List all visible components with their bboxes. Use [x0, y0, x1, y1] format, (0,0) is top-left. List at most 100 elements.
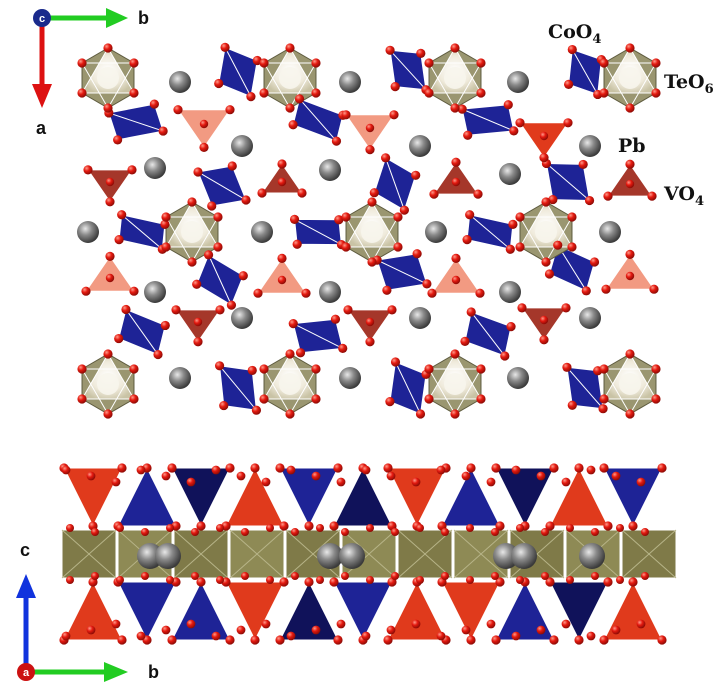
oxygen-atom — [236, 471, 246, 481]
oxygen-atom — [333, 635, 343, 645]
oxygen-atom — [647, 191, 657, 201]
pb-atom — [155, 543, 181, 569]
oxygen-atom — [393, 212, 403, 222]
oxygen-atom — [636, 619, 646, 629]
c-axis-origin-icon — [33, 9, 51, 27]
tetrahedron-edge — [546, 163, 590, 201]
side-tetrahedron — [441, 466, 501, 527]
side-tetrahedron-face — [441, 466, 501, 527]
oxygen-atom — [506, 322, 516, 332]
side-tetrahedron-face — [117, 581, 177, 642]
teo6-octahedron — [428, 353, 482, 415]
oxygen-atom — [365, 123, 375, 133]
oxygen-atom — [611, 625, 621, 635]
oxygen-atom — [611, 471, 621, 481]
oxygen-atom — [383, 635, 393, 645]
oxygen-atom — [257, 188, 267, 198]
oxygen-atom — [391, 528, 399, 536]
oxygen-atom — [541, 572, 549, 580]
oxygen-atom — [279, 521, 289, 531]
oxygen-atom — [341, 110, 351, 120]
pb-atom — [319, 281, 341, 303]
oxygen-atom — [129, 286, 139, 296]
coo4-tetrahedron — [118, 308, 166, 356]
vo4-face — [257, 257, 307, 294]
oxygen-atom — [475, 288, 485, 298]
oxygen-atom — [336, 619, 346, 629]
oxygen-atom — [186, 619, 196, 629]
oxygen-atom — [389, 110, 399, 120]
oxygen-atom — [173, 105, 183, 115]
oxygen-atom — [141, 572, 149, 580]
teo6-octahedron — [263, 47, 317, 109]
oxygen-atom — [424, 58, 434, 68]
side-view-atoms — [59, 463, 667, 645]
oxygen-atom — [161, 471, 171, 481]
oxygen-atom — [411, 619, 421, 629]
teo6-edge — [81, 62, 135, 110]
oxygen-atom — [191, 528, 199, 536]
oxygen-atom — [382, 285, 392, 295]
oxygen-atom — [566, 576, 574, 584]
oxygen-atom — [651, 364, 661, 374]
oxygen-atom — [171, 305, 181, 315]
oxygen-atom — [451, 253, 461, 263]
oxygen-atom — [285, 103, 295, 113]
pb-atom — [493, 543, 519, 569]
oxygen-atom — [462, 235, 472, 245]
pb-atom — [425, 221, 447, 243]
oxygen-atom — [304, 577, 314, 587]
a-axis-arrowhead-icon — [32, 84, 52, 108]
oxygen-atom — [589, 257, 600, 267]
oxygen-atom — [191, 572, 199, 580]
oxygen-atom — [259, 58, 269, 68]
vo4-tetrahedron — [85, 255, 135, 292]
oxygen-atom — [275, 635, 285, 645]
oxygen-atom — [385, 45, 395, 55]
oxygen-atom — [603, 191, 613, 201]
legend-label-pb: Pb — [618, 135, 646, 157]
legend-label-vo4: VO4 — [663, 183, 704, 209]
pb-atom — [579, 543, 605, 569]
coo4-tetrahedron — [293, 218, 343, 246]
oxygen-atom — [393, 242, 403, 252]
oxygen-atom — [581, 286, 591, 296]
oxygen-atom — [450, 103, 460, 113]
oxygen-atom — [253, 288, 263, 298]
side-c-axis-arrowhead-icon — [16, 574, 36, 598]
oxygen-atom — [616, 576, 624, 584]
oxygen-atom — [288, 120, 298, 130]
oxygen-atom — [77, 58, 87, 68]
oxygen-atom — [599, 88, 609, 98]
oxygen-atom — [141, 528, 149, 536]
oxygen-atom — [241, 528, 249, 536]
oxygen-atom — [259, 88, 269, 98]
oxygen-atom — [411, 477, 421, 487]
pb-atom — [144, 281, 166, 303]
oxygen-atom — [291, 572, 299, 580]
side-tetrahedron — [117, 466, 177, 527]
coo4-tetrahedron — [292, 318, 344, 354]
pb-atom — [579, 135, 601, 157]
oxygen-atom — [279, 577, 289, 587]
oxygen-atom — [91, 528, 99, 536]
oxygen-atom — [383, 463, 393, 473]
oxygen-atom — [636, 477, 646, 487]
pb-atom — [339, 543, 365, 569]
te-atom — [535, 221, 557, 243]
vo4-tetrahedron — [257, 257, 307, 294]
oxygen-atom — [544, 269, 555, 279]
oxygen-atom — [461, 625, 471, 635]
pb-atom — [137, 543, 163, 569]
oxygen-atom — [117, 635, 127, 645]
oxygen-atom — [311, 471, 321, 481]
oxygen-atom — [641, 572, 649, 580]
teo6-edge — [285, 529, 341, 579]
side-tetrahedron — [279, 467, 339, 528]
tetrahedron-edge — [219, 365, 257, 411]
pb-atom — [579, 307, 601, 329]
oxygen-atom — [515, 242, 525, 252]
oxygen-atom — [213, 242, 223, 252]
oxygen-atom — [186, 477, 196, 487]
oxygen-atom — [66, 524, 74, 532]
